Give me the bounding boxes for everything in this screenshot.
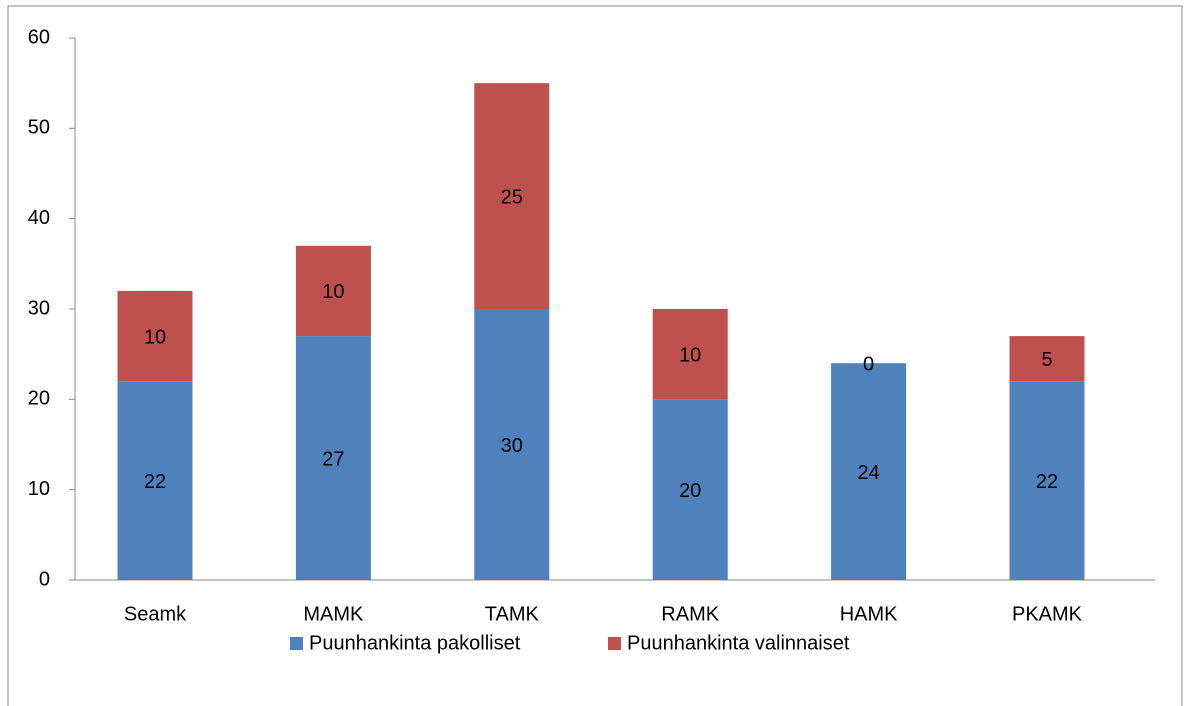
bar-segment [117, 381, 193, 580]
data-label: 25 [501, 186, 523, 208]
x-tick-label: MAMK [303, 603, 364, 625]
legend-label: Puunhankinta pakolliset [309, 632, 521, 654]
data-label: 0 [863, 353, 874, 375]
bar-segment [295, 336, 371, 580]
data-label: 22 [1036, 471, 1058, 493]
data-label: 10 [144, 326, 166, 348]
bar-segment [117, 290, 193, 382]
bar-segment [474, 83, 550, 310]
chart-frame [7, 5, 1183, 706]
y-tick-label: 50 [28, 117, 50, 139]
data-label: 5 [1041, 349, 1052, 371]
legend-swatch [608, 637, 621, 650]
data-label: 20 [679, 480, 701, 502]
y-tick-label: 40 [28, 207, 50, 229]
x-tick-label: RAMK [661, 603, 719, 625]
y-tick-label: 0 [39, 568, 50, 590]
y-tick-label: 30 [28, 297, 50, 319]
y-tick-label: 10 [28, 478, 50, 500]
x-tick-label: PKAMK [1012, 603, 1083, 625]
bar-segment [295, 245, 371, 337]
data-label: 27 [322, 448, 344, 470]
bar-segment [831, 363, 907, 580]
legend-swatch [290, 637, 303, 650]
x-tick-label: HAMK [840, 603, 898, 625]
bar-segment [474, 309, 550, 580]
bar-segment [1009, 336, 1085, 382]
data-label: 24 [857, 462, 879, 484]
y-tick-label: 20 [28, 388, 50, 410]
y-tick-label: 60 [28, 26, 50, 48]
bar-segment [1009, 381, 1085, 580]
x-tick-label: Seamk [124, 603, 187, 625]
data-label: 10 [322, 281, 344, 303]
x-tick-label: TAMK [485, 603, 540, 625]
data-label: 30 [501, 435, 523, 457]
data-label: 22 [144, 471, 166, 493]
legend-label: Puunhankinta valinnaiset [627, 632, 850, 654]
bar-segment [652, 309, 728, 400]
bar-segment [652, 399, 728, 580]
data-label: 10 [679, 344, 701, 366]
